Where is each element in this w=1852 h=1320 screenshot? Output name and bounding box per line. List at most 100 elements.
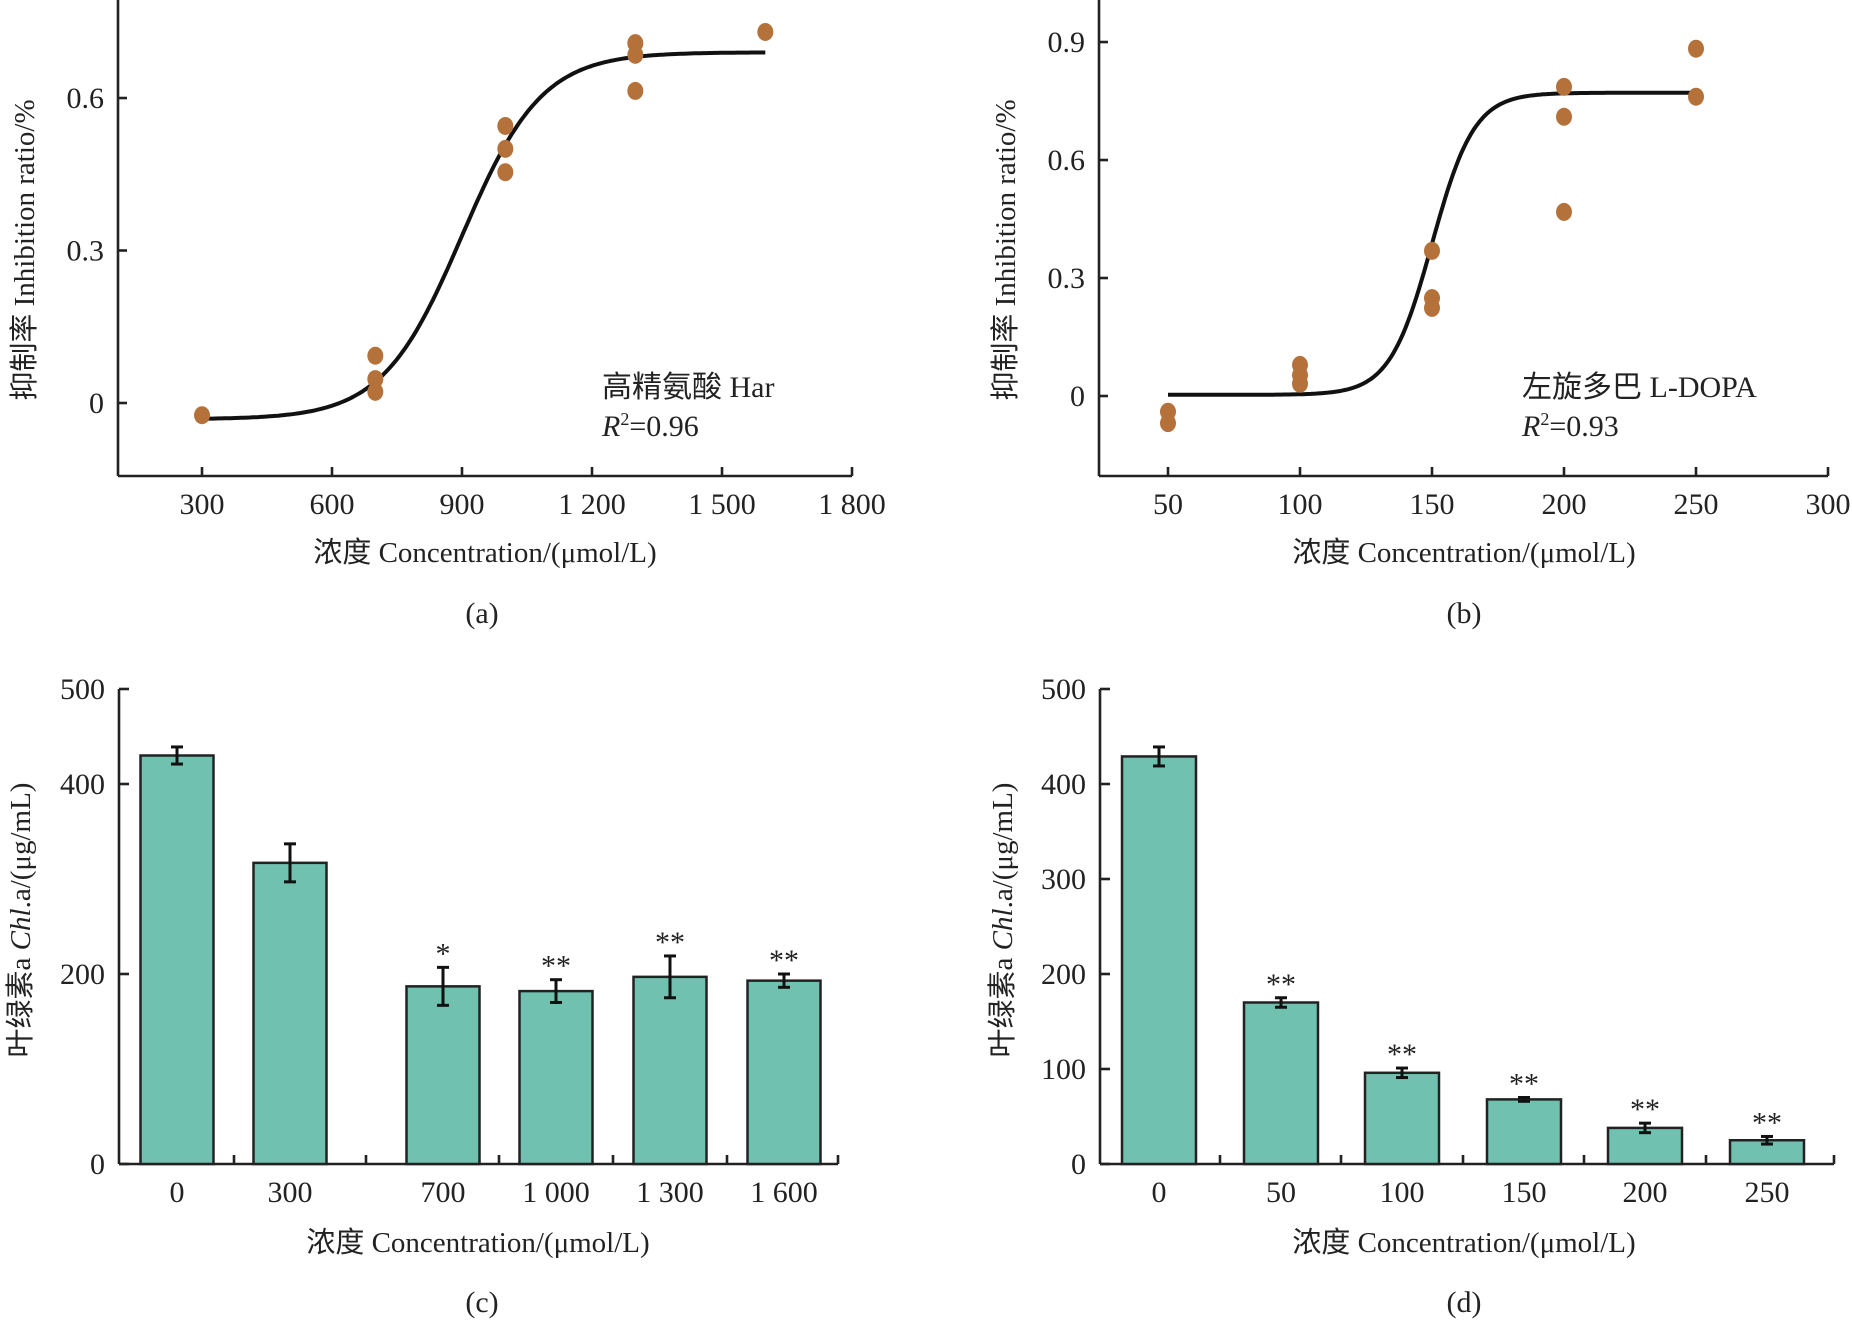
x-tick-label: 100 xyxy=(1278,488,1323,521)
x-tick-label: 100 xyxy=(1380,1176,1425,1209)
x-tick-label: 1 500 xyxy=(688,488,756,521)
ylabel-italic: Chl xyxy=(987,908,1019,950)
x-tick-label: 50 xyxy=(1266,1176,1296,1209)
x-tick-label: 0 xyxy=(1152,1176,1167,1209)
y-tick-label: 0 xyxy=(1070,380,1085,413)
x-tick-label: 1 200 xyxy=(558,488,626,521)
data-point xyxy=(194,406,210,425)
data-point xyxy=(1556,77,1572,96)
ylabel-suffix: .a/(μg/mL) xyxy=(987,783,1019,909)
x-tick-label: 1 800 xyxy=(818,488,886,521)
data-point xyxy=(1688,39,1704,58)
x-tick-label: 200 xyxy=(1542,488,1587,521)
data-point xyxy=(1292,374,1308,393)
x-tick-label: 250 xyxy=(1674,488,1719,521)
data-point xyxy=(1556,202,1572,221)
x-tick-label: 300 xyxy=(1806,488,1851,521)
panel-a-label: (a) xyxy=(465,597,498,630)
x-tick-label: 300 xyxy=(268,1176,313,1209)
significance-marker: ** xyxy=(769,944,799,977)
panel-b-r2-label: R2=0.93 xyxy=(1521,409,1619,443)
y-tick-label: 0 xyxy=(89,387,104,420)
panel-c-label: (c) xyxy=(465,1286,498,1319)
y-tick-label: 0.3 xyxy=(1048,262,1086,295)
panel-d-ylabel: 叶绿素a Chl.a/(μg/mL) xyxy=(986,783,1019,1058)
y-tick-label: 200 xyxy=(60,958,105,991)
x-tick-label: 600 xyxy=(310,488,355,521)
ylabel-prefix: 叶绿素a xyxy=(4,950,37,1057)
panel-a-compound-label: 高精氨酸 Har xyxy=(602,371,774,404)
data-point xyxy=(1160,414,1176,433)
x-tick-label: 150 xyxy=(1502,1176,1547,1209)
data-point xyxy=(497,116,514,135)
r2-superscript: 2 xyxy=(620,409,629,429)
panel-a-ylabel: 抑制率 Inhibition ratio/% xyxy=(8,99,41,400)
panel-d-xlabel: 浓度 Concentration/(μmol/L) xyxy=(1292,1226,1635,1259)
ylabel-prefix: 叶绿素a xyxy=(986,950,1019,1057)
panel-b-compound-label: 左旋多巴 L-DOPA xyxy=(1522,371,1757,404)
bar xyxy=(746,979,822,1166)
bar xyxy=(1242,1001,1320,1166)
y-tick-label: 0 xyxy=(1071,1148,1086,1181)
panel-c-ylabel: 叶绿素a Chl.a/(μg/mL) xyxy=(4,783,37,1058)
r2-superscript: 2 xyxy=(1540,409,1549,429)
data-point xyxy=(497,163,514,182)
data-point xyxy=(1424,241,1440,260)
y-tick-label: 0 xyxy=(90,1148,105,1181)
r2-value: =0.93 xyxy=(1549,410,1618,443)
panel-b-label: (b) xyxy=(1447,597,1482,630)
data-point xyxy=(627,81,644,100)
x-tick-label: 1 000 xyxy=(522,1176,590,1209)
x-tick-label: 200 xyxy=(1623,1176,1668,1209)
y-tick-label: 500 xyxy=(60,673,105,706)
y-tick-label: 0.9 xyxy=(1048,26,1086,59)
data-point xyxy=(367,382,384,401)
fit-curve xyxy=(202,50,766,421)
bar xyxy=(1363,1071,1441,1166)
significance-marker: ** xyxy=(655,926,685,959)
bar xyxy=(139,754,215,1166)
x-tick-label: 250 xyxy=(1745,1176,1790,1209)
data-point xyxy=(627,45,644,64)
panel-a-r2-label: R2=0.96 xyxy=(601,409,699,443)
ylabel-italic: Chl xyxy=(5,908,37,950)
data-point xyxy=(1424,298,1440,317)
y-tick-label: 0.6 xyxy=(1048,144,1086,177)
panel-d-chla-ldopa: 浓度 Concentration/(μmol/L) 叶绿素a Chl.a/(μg… xyxy=(986,673,1836,1319)
x-tick-label: 50 xyxy=(1153,488,1183,521)
y-tick-label: 300 xyxy=(1041,863,1086,896)
data-point xyxy=(1688,87,1704,106)
panel-d-label: (d) xyxy=(1447,1286,1482,1319)
r2-symbol: R xyxy=(601,410,620,443)
x-tick-label: 900 xyxy=(440,488,485,521)
bar xyxy=(518,989,594,1166)
data-point xyxy=(367,346,384,365)
bar xyxy=(405,985,481,1166)
x-tick-label: 1 600 xyxy=(750,1176,818,1209)
data-point xyxy=(757,22,774,41)
panel-a-inhibition-har: 浓度 Concentration/(μmol/L) 抑制率 Inhibition… xyxy=(8,0,886,630)
x-tick-label: 1 300 xyxy=(636,1176,704,1209)
bar xyxy=(1485,1098,1563,1166)
r2-symbol: R xyxy=(1521,410,1540,443)
y-tick-label: 0.6 xyxy=(67,82,105,115)
data-point xyxy=(497,139,514,158)
bar xyxy=(632,975,708,1166)
x-tick-label: 0 xyxy=(170,1176,185,1209)
significance-marker: ** xyxy=(1509,1068,1539,1101)
ylabel-suffix: .a/(μg/mL) xyxy=(5,783,37,909)
significance-marker: ** xyxy=(541,950,571,983)
r2-value: =0.96 xyxy=(629,410,698,443)
bar xyxy=(1120,755,1198,1166)
y-tick-label: 400 xyxy=(1041,768,1086,801)
data-point xyxy=(367,370,384,389)
bar xyxy=(252,861,328,1166)
y-tick-label: 0.3 xyxy=(67,235,105,268)
significance-marker: * xyxy=(436,937,451,970)
x-tick-label: 150 xyxy=(1410,488,1455,521)
panel-b-xlabel: 浓度 Concentration/(μmol/L) xyxy=(1292,536,1635,569)
significance-marker: ** xyxy=(1266,968,1296,1001)
data-point xyxy=(1556,107,1572,126)
significance-marker: ** xyxy=(1630,1093,1660,1126)
